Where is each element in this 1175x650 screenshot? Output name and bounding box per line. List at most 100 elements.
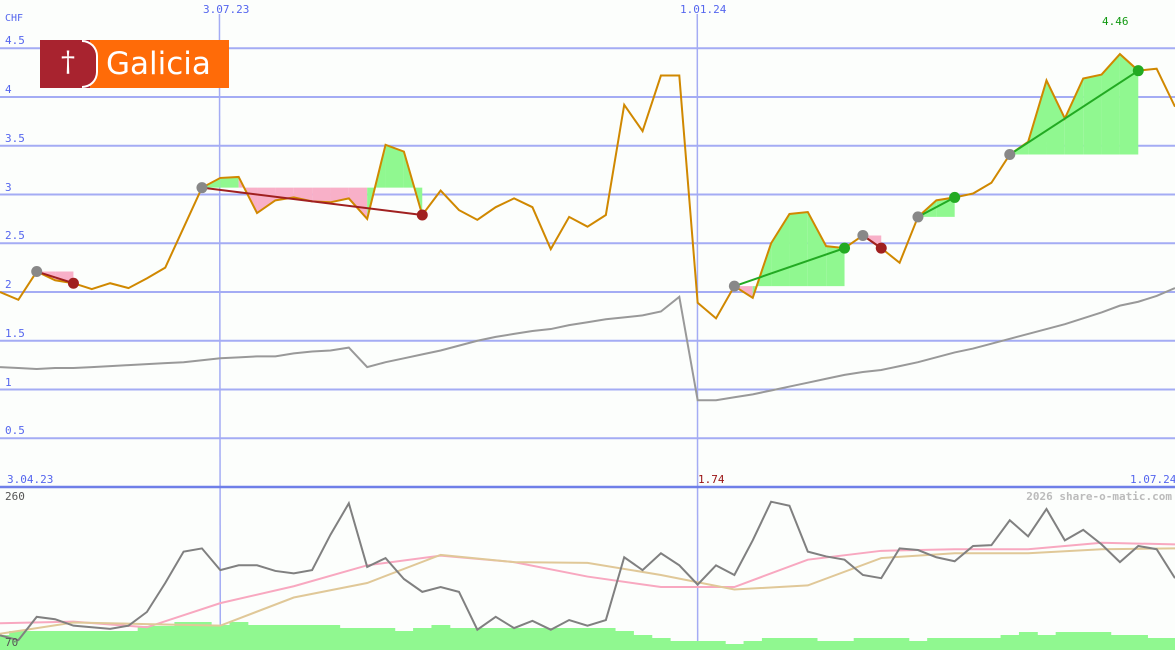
volume-bar (596, 628, 616, 650)
volume-bar (816, 641, 836, 650)
volume-bar (1092, 632, 1112, 650)
watermark: 2026 share-o-matic.com (1026, 490, 1172, 503)
y-tick-label: 4 (5, 83, 12, 96)
volume-bar (963, 638, 983, 650)
y-tick-label: 2 (5, 278, 12, 291)
trade-fill-area (1083, 74, 1102, 155)
volume-bar (890, 638, 910, 650)
volume-bar (486, 628, 506, 650)
volume-bar (1000, 635, 1020, 650)
logo-text: Galicia (90, 40, 229, 88)
entry-marker (728, 280, 740, 292)
lower-y-min-label: 70 (5, 636, 19, 649)
volume-bar (284, 625, 304, 650)
volume-bar (670, 641, 689, 650)
trade-line (917, 196, 956, 218)
trade-fill-area (789, 212, 808, 287)
volume-bar (1129, 635, 1148, 650)
dagger-icon: † (61, 45, 75, 78)
vertical-gridline (218, 13, 222, 650)
volume-bar (0, 635, 10, 650)
volume-bar (982, 638, 1002, 650)
trade-fill-area (348, 187, 368, 219)
entry-marker (31, 266, 43, 278)
volume-bar (413, 628, 432, 650)
volume-bar (156, 626, 175, 650)
volume-bar (174, 622, 194, 650)
trade-fill-area (936, 197, 955, 217)
volume-bar (431, 625, 451, 650)
volume-bar (504, 628, 524, 650)
exit-marker (416, 209, 428, 221)
volume-bar (706, 641, 726, 650)
entry-marker (857, 229, 869, 241)
volume-bar (945, 638, 965, 650)
lower-y-max-label: 260 (5, 490, 25, 503)
volume-bar (137, 626, 157, 650)
volume-bar (872, 638, 891, 650)
volume-bar (1165, 638, 1175, 650)
volume-bar (688, 641, 708, 650)
trade-fill-area (257, 187, 276, 214)
trade-line (36, 270, 74, 285)
volume-bar (615, 631, 634, 650)
trade-fill-area (1064, 78, 1084, 155)
volume-bar (394, 631, 414, 650)
y-tick-label: 1.5 (5, 326, 25, 340)
volume-bar (1037, 635, 1057, 650)
volume-bar (247, 625, 267, 650)
volume-bar (45, 631, 65, 650)
trade-fill-area (807, 212, 827, 287)
volume-bar (523, 628, 543, 650)
volume-bar (449, 628, 469, 650)
volume-bar (853, 638, 873, 650)
trade-fill-area (771, 214, 790, 287)
moving-average-line (0, 547, 1175, 635)
entry-marker (196, 182, 208, 194)
exit-marker (67, 277, 79, 289)
volume-bar (339, 628, 359, 650)
y-tick-label: 3 (5, 180, 12, 194)
volume-bar (1018, 632, 1038, 650)
volume-bar (211, 625, 230, 650)
volume-bar (578, 628, 598, 650)
entry-marker (1004, 149, 1016, 161)
volume-bar (725, 644, 745, 650)
x-start-label: 3.04.23 (7, 473, 54, 486)
x-end-label: 1.07.24 (1130, 473, 1175, 486)
trade-fill-area (826, 246, 845, 287)
volume-bar (302, 625, 322, 650)
trade-fill-area (220, 176, 239, 188)
volume-bar (229, 622, 249, 650)
volume-bar (468, 628, 488, 650)
volume-bar (743, 641, 763, 650)
volume-bar (27, 631, 47, 650)
volume-bar (1110, 635, 1130, 650)
galicia-logo: † Galicia (40, 40, 229, 88)
y-tick-label: 3.5 (5, 131, 25, 145)
volume-bar (835, 641, 855, 650)
volume-bar (927, 638, 947, 650)
y-tick-label: 2.5 (5, 229, 25, 243)
volume-bar (559, 628, 579, 650)
trade-fill-area (312, 187, 331, 203)
volume-bar (1055, 632, 1075, 650)
volume-bar (780, 638, 800, 650)
exit-marker (839, 242, 851, 254)
x-tick-label-top: 3.07.23 (203, 3, 250, 16)
dagger-emblem: † (40, 40, 98, 88)
indicator-line (0, 500, 1175, 642)
volume-bar (266, 625, 286, 650)
trade-fill-area (1101, 54, 1120, 155)
trade-line (734, 247, 845, 288)
volume-bar (651, 638, 671, 650)
volume-bar (64, 631, 84, 650)
price-line (0, 52, 1175, 320)
max-value-label: 4.46 (1102, 15, 1129, 28)
volume-bar (82, 631, 102, 650)
y-tick-label: 0.5 (5, 424, 25, 438)
y-tick-label: 4.5 (5, 34, 25, 48)
volume-bar (908, 641, 928, 650)
